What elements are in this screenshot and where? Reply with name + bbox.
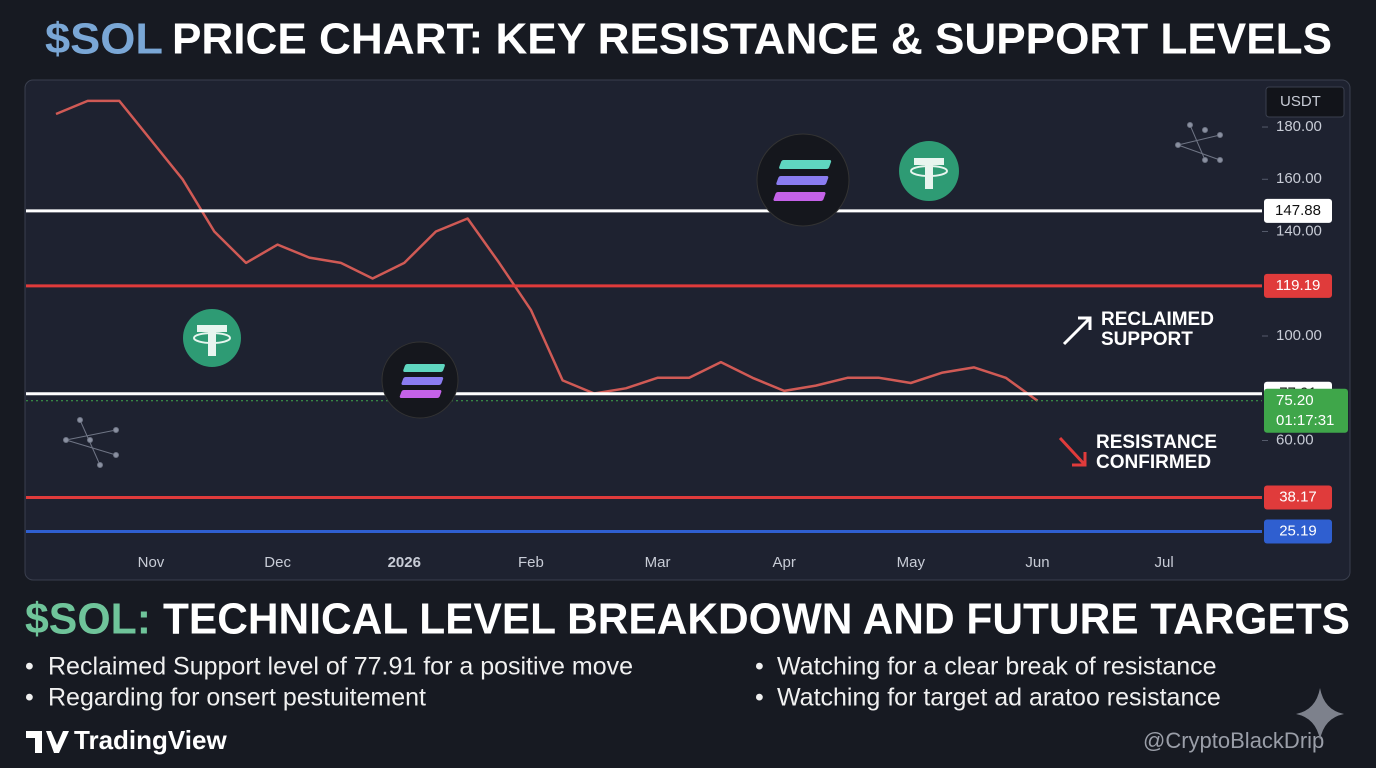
tradingview-logo xyxy=(26,731,69,753)
annotation: SUPPORT xyxy=(1101,329,1193,350)
annotation: CONFIRMED xyxy=(1096,452,1211,473)
x-tick-label: Dec xyxy=(264,554,291,571)
network-icon xyxy=(1175,122,1223,163)
x-tick-label: Jun xyxy=(1025,554,1049,571)
summary-title: TECHNICAL LEVEL BREAKDOWN AND FUTURE TAR… xyxy=(163,595,1350,644)
bullet: Reclaimed Support level of 77.91 for a p… xyxy=(48,653,633,681)
x-tick-label: May xyxy=(897,554,926,571)
x-tick-label: Apr xyxy=(773,554,796,571)
sparkle-icon xyxy=(1296,688,1344,740)
title-prefix: $SOL xyxy=(45,15,163,64)
level-tag xyxy=(1264,485,1332,510)
y-tick-label: 140.00 xyxy=(1276,222,1322,239)
title: PRICE CHART: KEY RESISTANCE & SUPPORT LE… xyxy=(172,15,1332,64)
level-tag xyxy=(1264,273,1332,298)
level-tag xyxy=(1264,519,1332,544)
up-arrow xyxy=(1062,316,1092,346)
x-tick-label: 2026 xyxy=(388,554,421,571)
level-label: 25.19 xyxy=(1279,522,1317,539)
bullet-dot: • xyxy=(25,653,34,681)
y-tick-label: 60.00 xyxy=(1276,431,1314,448)
currency-box xyxy=(1265,86,1345,118)
bullet: Regarding for onsert pestuitement xyxy=(48,684,426,712)
brand: TradingView xyxy=(74,725,227,755)
countdown: 01:17:31 xyxy=(1276,412,1334,429)
annotation: RECLAIMED xyxy=(1101,309,1214,330)
tether-logo xyxy=(183,309,241,367)
tether-logo xyxy=(899,141,959,201)
solana-logo xyxy=(756,133,850,227)
bullet-dot: • xyxy=(25,684,34,712)
price-tag xyxy=(1264,388,1348,433)
level-tag xyxy=(1264,198,1332,223)
price-label: 75.20 xyxy=(1276,392,1314,409)
y-tick-label: 100.00 xyxy=(1276,327,1322,344)
plot: 180.00 160.00 140.00 100.00 60.00 Nov Dec 2026 F… xyxy=(26,99,1348,571)
currency: USDT xyxy=(1280,93,1321,110)
x-tick-label: Feb xyxy=(518,554,544,571)
y-tick-label: 180.00 xyxy=(1276,118,1322,135)
network-icon xyxy=(63,417,119,468)
bullet-dot: • xyxy=(755,653,764,681)
x-tick-label: Jul xyxy=(1155,554,1174,571)
price-line xyxy=(55,99,1039,402)
bullet-dot: • xyxy=(755,684,764,712)
level-label: 38.17 xyxy=(1279,489,1317,506)
annotation: RESISTANCE xyxy=(1096,432,1217,453)
chart-panel xyxy=(24,79,1351,581)
summary-prefix: $SOL: xyxy=(25,595,151,644)
level-label: 119.19 xyxy=(1276,277,1321,294)
x-tick-label: Nov xyxy=(138,554,165,571)
watermark: @CryptoBlackDrip xyxy=(1143,728,1324,753)
down-arrow xyxy=(1058,436,1087,467)
x-tick-label: Mar xyxy=(645,554,671,571)
level-label: 147.88 xyxy=(1275,202,1321,219)
bullet: Watching for a clear break of resistance xyxy=(777,653,1217,681)
y-tick-label: 160.00 xyxy=(1276,170,1322,187)
solana-logo xyxy=(381,341,459,419)
bullet: Watching for target ad aratoo resistance xyxy=(777,684,1221,712)
bullets: • • • • Reclaimed Support level of 77.91… xyxy=(25,653,1221,712)
